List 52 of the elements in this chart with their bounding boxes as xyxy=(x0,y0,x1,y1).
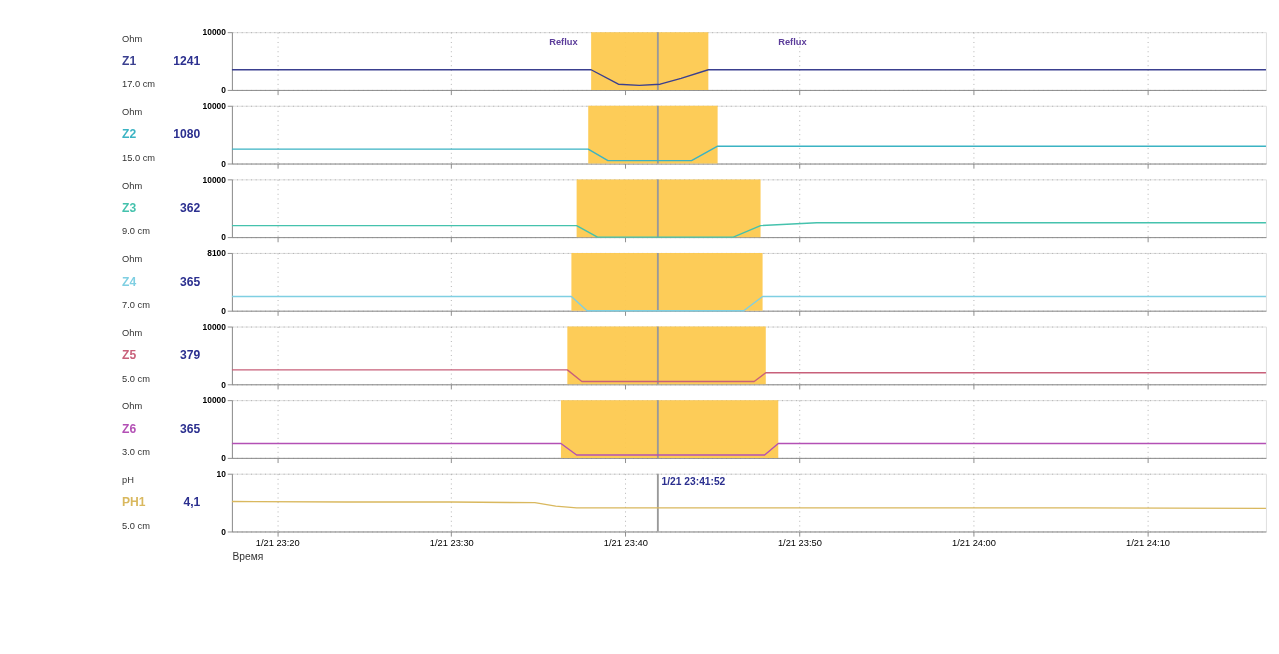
y-tick-label: 10000 xyxy=(202,321,227,332)
x-axis-title: Время xyxy=(232,550,264,562)
y-tick-label: 0 xyxy=(221,305,227,316)
text: 362 xyxy=(180,200,201,215)
text: 9.0 cm xyxy=(122,226,151,237)
text: 1241 xyxy=(173,53,201,68)
y-axis-title: Ohm xyxy=(122,401,143,412)
text: Z1 xyxy=(122,53,137,68)
text: 5.0 cm xyxy=(122,373,151,384)
y-tick-label: 0 xyxy=(221,232,227,243)
x-tick-label: 1/21 23:40 xyxy=(603,537,648,548)
text: Z5 xyxy=(122,348,137,363)
y-axis-title: pH xyxy=(122,475,134,486)
y-tick-label: 8100 xyxy=(207,248,227,259)
x-tick-label: 1/21 23:20 xyxy=(255,537,300,548)
text: 3.0 cm xyxy=(122,447,151,458)
y-tick-label: 0 xyxy=(221,379,227,390)
ref-line-label: 1/21 23:41:52 xyxy=(661,475,726,487)
y-axis-title: Ohm xyxy=(122,107,143,118)
y-axis-title: Ohm xyxy=(122,33,143,44)
y-tick-label: 10 xyxy=(216,469,227,480)
y-axis-title: Ohm xyxy=(122,327,143,338)
annotation: Reflux xyxy=(778,37,808,48)
y-axis-title: Ohm xyxy=(122,254,143,265)
text: Z4 xyxy=(122,274,137,289)
y-tick-label: 10000 xyxy=(202,101,227,112)
text: PH1 xyxy=(122,495,146,510)
y-axis-title: Ohm xyxy=(122,180,143,191)
text: 365 xyxy=(180,421,201,436)
x-tick-label: 1/21 23:30 xyxy=(429,537,474,548)
x-tick-label: 1/21 24:00 xyxy=(952,537,996,548)
y-tick-label: 10000 xyxy=(202,395,227,406)
x-tick-label: 1/21 23:50 xyxy=(777,537,822,548)
text: 15.0 cm xyxy=(122,152,156,163)
text: 17.0 cm xyxy=(122,79,156,90)
text: 5.0 cm xyxy=(122,520,151,531)
y-tick-label: 0 xyxy=(221,85,227,96)
text: Z2 xyxy=(122,127,137,142)
y-tick-label: 0 xyxy=(221,453,227,464)
text: Z3 xyxy=(122,200,137,215)
text: 379 xyxy=(180,348,201,363)
text: 1080 xyxy=(173,127,201,142)
y-tick-label: 0 xyxy=(221,158,227,169)
annotation: Reflux xyxy=(549,37,579,48)
y-tick-label: 0 xyxy=(221,526,227,537)
x-tick-label: 1/21 24:10 xyxy=(1126,537,1171,548)
text: 365 xyxy=(180,274,201,289)
text: Z6 xyxy=(122,421,137,436)
y-tick-label: 10000 xyxy=(202,27,227,38)
text: 7.0 cm xyxy=(122,299,151,310)
y-tick-label: 10000 xyxy=(202,174,227,185)
text: 4,1 xyxy=(183,495,201,510)
